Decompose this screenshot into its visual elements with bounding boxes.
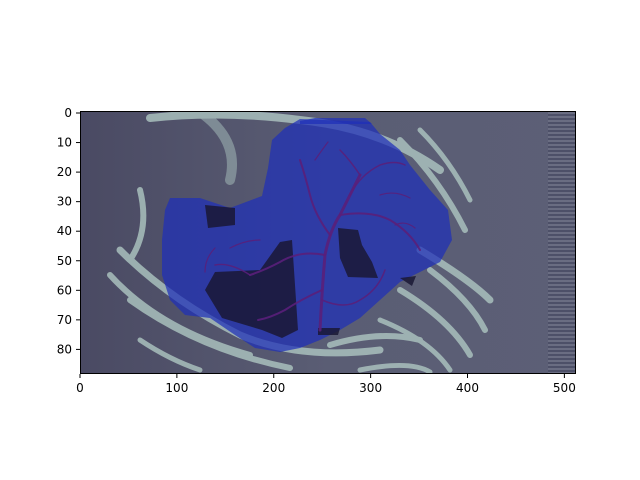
x-tick-label: 0 [76,381,84,395]
right-scan-artifact [548,111,576,374]
y-tick-label: 60 [57,283,72,297]
y-tick-label: 40 [57,224,72,238]
y-tick-label: 0 [64,106,72,120]
x-tick-label: 300 [359,381,382,395]
y-tick-label: 20 [57,165,72,179]
y-axis: 0 10 20 30 40 50 60 70 80 [57,106,80,356]
x-tick-label: 200 [262,381,285,395]
axes-frame [80,111,576,374]
y-tick-label: 50 [57,254,72,268]
y-tick-label: 80 [57,342,72,356]
x-tick-label: 400 [456,381,479,395]
mask-top-tip [300,118,372,124]
y-tick-label: 10 [57,136,72,150]
x-tick-label: 500 [553,381,576,395]
x-tick-label: 100 [165,381,188,395]
vessel-tree [204,141,421,332]
x-axis: 0 100 200 300 400 500 [76,374,576,395]
y-tick-label: 30 [57,195,72,209]
y-tick-label: 70 [57,313,72,327]
image-plot-area [80,111,576,374]
